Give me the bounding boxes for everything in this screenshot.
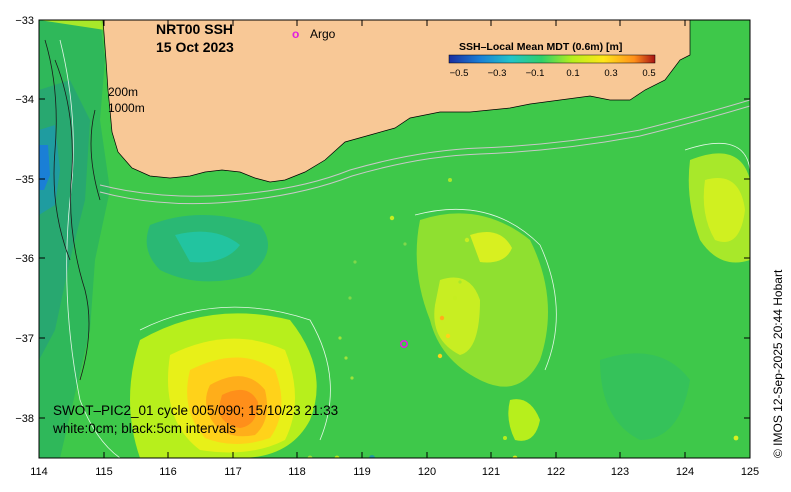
- colorbar-tick-label: 0.1: [566, 68, 579, 79]
- colorbar-tick-label: −0.5: [450, 68, 469, 79]
- x-tick-label: 125: [741, 466, 759, 478]
- colorbar: SSH–Local Mean MDT (0.6m) [m] −0.5 −0.3 …: [448, 41, 656, 79]
- x-tick-label: 115: [95, 466, 113, 478]
- central-swirl-core: [434, 277, 480, 355]
- x-tick-label: 124: [676, 466, 694, 478]
- cyan-patch-core: [175, 231, 240, 263]
- colorbar-tick-label: 0.5: [642, 68, 655, 79]
- x-tick-label: 121: [482, 466, 500, 478]
- contour-note: white:0cm; black:5cm intervals: [52, 421, 236, 436]
- white-contours: [59, 39, 750, 458]
- black-contours: [44, 39, 101, 381]
- y-tick-label: −34: [15, 94, 34, 106]
- x-tick-label: 122: [547, 466, 565, 478]
- colorbar-tick-label: 0.3: [604, 68, 617, 79]
- argo-float-marker: [399, 339, 408, 348]
- eddy-core: [218, 389, 258, 428]
- depth-label-1000m: 1000m: [108, 101, 145, 115]
- copyright-text: © IMOS 12-Sep-2025 20:44 Hobart: [771, 269, 785, 458]
- colorbar-tick-label: −0.3: [488, 68, 507, 79]
- x-tick-label: 116: [159, 466, 177, 478]
- depth-label-200m: 200m: [108, 85, 138, 99]
- y-tick-marks: [39, 19, 750, 419]
- y-tick-label: −33: [15, 15, 34, 27]
- central-blob: [470, 231, 512, 263]
- colorbar-gradient: [448, 54, 656, 64]
- y-axis-labels: −33 −34 −35 −36 −37 −38: [15, 15, 34, 425]
- map-title: NRT00 SSH: [156, 21, 233, 37]
- x-tick-label: 119: [353, 466, 371, 478]
- isobaths: [99, 99, 750, 205]
- colorbar-tick-label: −0.1: [526, 68, 545, 79]
- plot-frame: [38, 19, 751, 459]
- x-tick-label: 123: [611, 466, 629, 478]
- colorbar-title: SSH–Local Mean MDT (0.6m) [m]: [459, 41, 622, 53]
- swot-pass-label: SWOT–PIC2_01 cycle 005/090; 15/10/23 21:…: [53, 403, 338, 418]
- southeast-patch: [600, 353, 690, 440]
- x-tick-label: 114: [30, 466, 48, 478]
- east-lobe-core: [703, 178, 745, 242]
- south-pale: [508, 399, 540, 441]
- x-tick-label: 118: [288, 466, 306, 478]
- x-tick-marks: [38, 20, 751, 458]
- y-tick-label: −38: [15, 413, 34, 425]
- argo-legend-label: Argo: [310, 27, 336, 41]
- y-tick-label: −37: [15, 333, 34, 345]
- colorbar-ticks: −0.5 −0.3 −0.1 0.1 0.3 0.5: [450, 68, 656, 79]
- ssh-field: [39, 20, 750, 458]
- y-tick-label: −36: [15, 253, 34, 265]
- x-axis-labels: 114 115 116 117 118 119 120 121 122 123 …: [30, 466, 759, 478]
- y-tick-label: −35: [15, 174, 34, 186]
- x-tick-label: 120: [418, 466, 436, 478]
- scatter-dots: [307, 178, 739, 458]
- map-date: 15 Oct 2023: [156, 39, 234, 55]
- x-tick-label: 117: [224, 466, 242, 478]
- argo-legend-marker: o: [292, 27, 299, 41]
